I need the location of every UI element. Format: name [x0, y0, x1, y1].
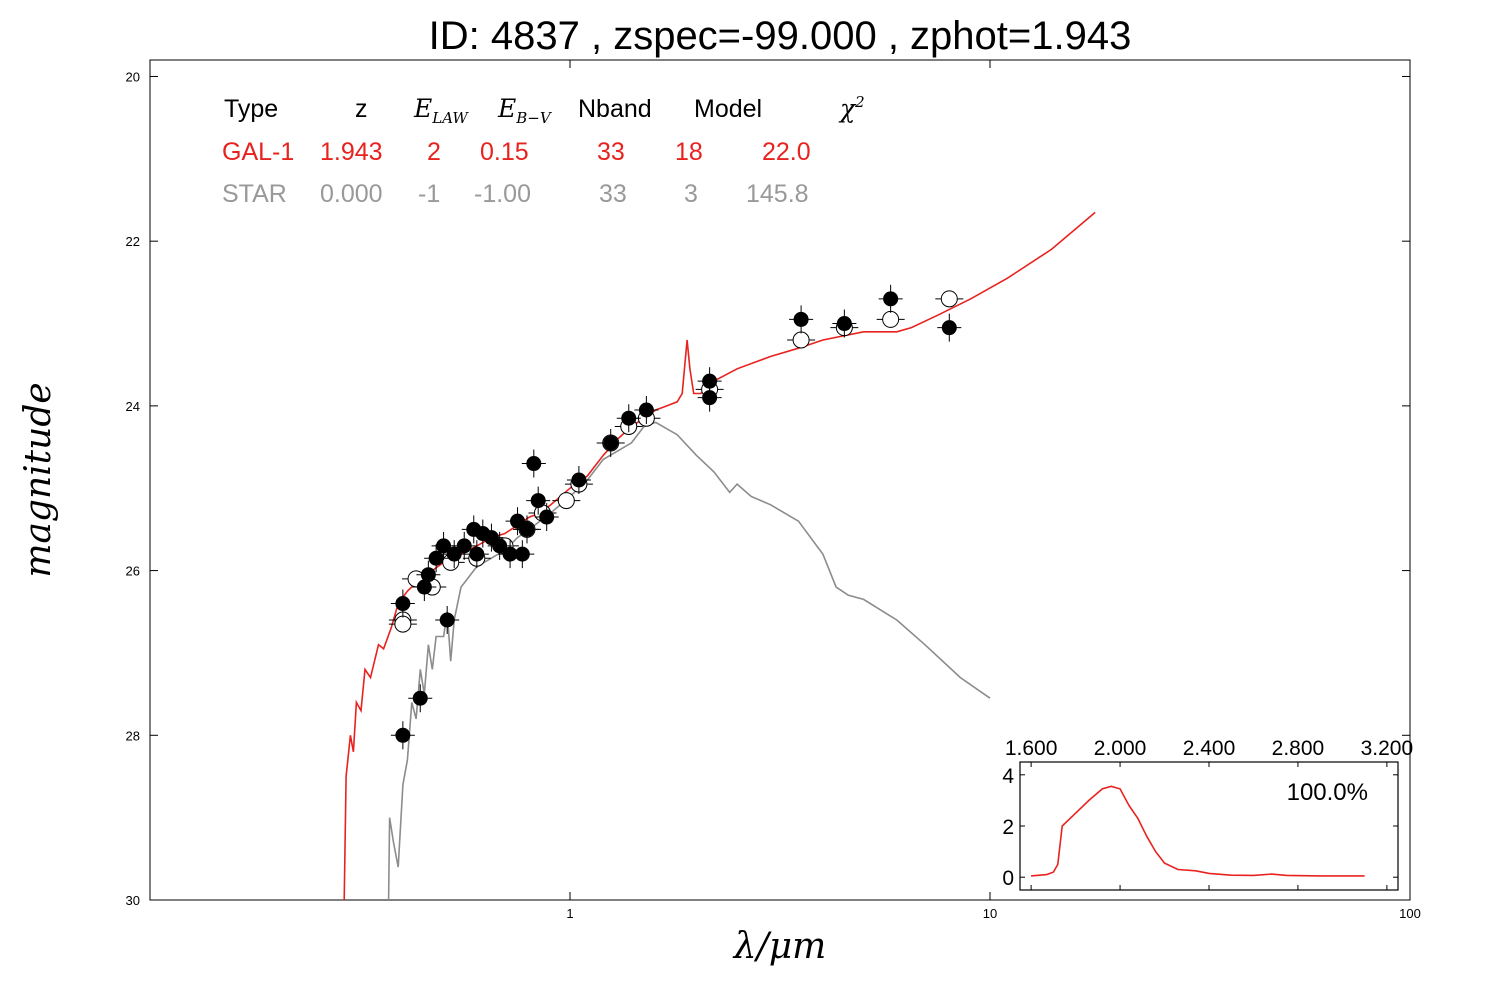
observed-point: [793, 311, 809, 327]
table-row-star: STAR 0.000 -1 -1.00 33 3 145.8: [222, 180, 809, 208]
table-header-nband: Nband: [578, 95, 652, 123]
y-tick-label: 26: [126, 564, 140, 579]
table-cell: 33: [599, 180, 627, 208]
table-header-chi2: χ2: [838, 93, 865, 123]
model-point: [792, 331, 810, 349]
observed-point: [439, 612, 455, 628]
y-tick-label: 20: [126, 69, 140, 84]
table-cell: 22.0: [762, 138, 811, 166]
table-header-elaw: ELAW: [413, 94, 469, 127]
model-point: [557, 492, 575, 510]
table-cell: STAR: [222, 180, 287, 208]
inset-pdf: 1.600 2.000 2.400 2.800 3.200 0 2 4 100.0%: [1002, 737, 1413, 891]
observed-point: [702, 390, 718, 406]
x-axis-label: λ/μm: [732, 926, 826, 967]
observed-point: [420, 567, 436, 583]
observed-point: [539, 509, 555, 525]
series-line-gal-1: [343, 211, 1096, 901]
observed-point: [530, 493, 546, 509]
inset-line-layer: [1031, 785, 1365, 877]
inset-ticks: 1.600 2.000 2.400 2.800 3.200 0 2 4: [1002, 737, 1413, 890]
y-tick-label: 30: [126, 893, 140, 908]
inset-x-tick-label: 3.200: [1361, 737, 1414, 760]
table-cell: 145.8: [746, 180, 809, 208]
inset-pdf-line: [1031, 785, 1365, 877]
y-tick-label: 24: [126, 399, 140, 414]
model-point: [394, 615, 412, 633]
inset-frame: [1019, 761, 1399, 891]
table-header-type: Type: [224, 95, 278, 123]
inset-y-tick-label: 2: [1002, 816, 1014, 839]
table-cell: 33: [597, 138, 625, 166]
x-tick-label: 100: [1399, 906, 1421, 921]
observed-point: [638, 402, 654, 418]
observed-point: [456, 538, 472, 554]
table-cell: GAL-1: [222, 138, 294, 166]
observed-point: [395, 727, 411, 743]
chart-title: ID: 4837 , zspec=-99.000 , zphot=1.943: [428, 14, 1132, 58]
inset-x-tick-label: 2.000: [1094, 737, 1147, 760]
observed-point: [395, 596, 411, 612]
table-cell: 2: [427, 138, 441, 166]
table-cell: 3: [684, 180, 698, 208]
observed-point: [526, 456, 542, 472]
inset-y-tick-label: 0: [1002, 867, 1014, 890]
model-point: [882, 310, 900, 328]
table-row-gal: GAL-1 1.943 2 0.15 33 18 22.0: [222, 138, 811, 166]
observed-point: [502, 546, 518, 562]
observed-point: [436, 538, 452, 554]
observed-point: [702, 373, 718, 389]
series-line-star: [387, 421, 991, 901]
table-cell: 0.000: [320, 180, 383, 208]
points-layer: [388, 284, 964, 750]
model-point: [940, 290, 958, 308]
observed-point: [519, 521, 535, 537]
observed-point: [446, 546, 462, 562]
table-cell: -1: [418, 180, 440, 208]
observed-point: [571, 472, 587, 488]
observed-point: [412, 690, 428, 706]
observed-point: [603, 435, 619, 451]
y-tick-label: 22: [126, 234, 140, 249]
observed-point: [883, 291, 899, 307]
inset-x-tick-label: 2.800: [1272, 737, 1325, 760]
observed-point: [621, 410, 637, 426]
inset-x-tick-label: 2.400: [1183, 737, 1236, 760]
table-cell: 0.15: [480, 138, 529, 166]
observed-point: [514, 546, 530, 562]
inset-y-tick-label: 4: [1002, 765, 1014, 788]
fit-table: Type z ELAW EB−V Nband Model χ2 GAL-1 1.…: [222, 93, 865, 208]
plot-frame: [149, 59, 1411, 901]
observed-point: [941, 320, 957, 336]
table-cell: 1.943: [320, 138, 383, 166]
table-cell: -1.00: [474, 180, 531, 208]
inset-annotation: 100.0%: [1287, 779, 1368, 806]
observed-point: [492, 538, 508, 554]
y-tick-label: 28: [126, 728, 140, 743]
table-header-ebv: EB−V: [497, 94, 553, 127]
y-axis-label: magnitude: [18, 382, 59, 577]
x-tick-label: 10: [983, 906, 997, 921]
table-header-z: z: [355, 95, 368, 123]
observed-point: [836, 316, 852, 332]
observed-point: [428, 550, 444, 566]
observed-point: [469, 546, 485, 562]
table-header-model: Model: [694, 95, 762, 123]
table-cell: 18: [675, 138, 703, 166]
x-tick-label: 1: [566, 906, 573, 921]
inset-x-tick-label: 1.600: [1005, 737, 1058, 760]
